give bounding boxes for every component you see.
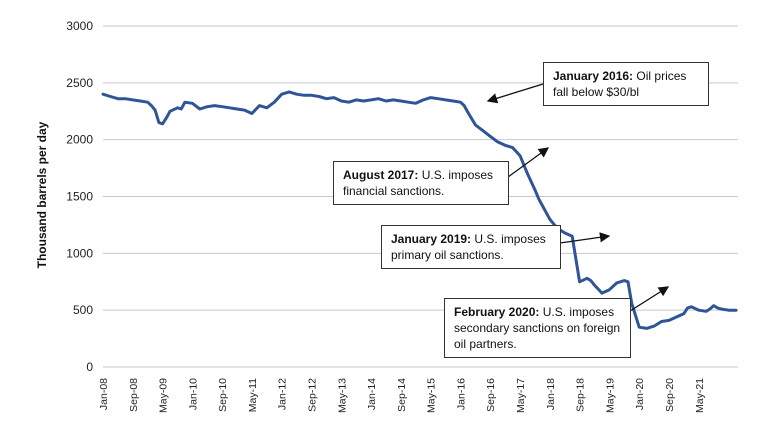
y-tick-label: 0 bbox=[86, 360, 93, 374]
annotation-arrow-jan2019 bbox=[559, 232, 611, 244]
y-tick-label: 2000 bbox=[66, 133, 93, 147]
x-tick-label: Jan-14 bbox=[366, 378, 378, 410]
annotation-aug2017: August 2017: U.S. imposes financial sanc… bbox=[333, 161, 509, 205]
x-tick-label: Sep-08 bbox=[128, 378, 140, 412]
annotation-jan2016-bold: January 2016: bbox=[553, 69, 634, 83]
x-tick-label: Sep-20 bbox=[664, 378, 676, 412]
annotation-aug2017-bold: August 2017: bbox=[343, 168, 419, 182]
annotation-jan2016: January 2016: Oil prices fall below $30/… bbox=[543, 62, 709, 106]
annotation-arrow-jan2016 bbox=[486, 83, 544, 104]
y-tick-label: 2500 bbox=[66, 76, 93, 90]
annotation-jan2019-text: U.S. imposes primary oil sanctions. bbox=[391, 232, 546, 262]
x-tick-label: Jan-08 bbox=[98, 378, 110, 410]
y-axis: 0 500 1000 1500 2000 2500 3000 bbox=[66, 19, 93, 374]
x-tick-label: May-09 bbox=[158, 378, 170, 413]
x-tick-label: May-15 bbox=[426, 378, 438, 413]
x-tick-label: Jan-10 bbox=[187, 378, 199, 410]
x-tick-label: Sep-12 bbox=[307, 378, 319, 412]
annotation-feb2020-bold: February 2020: bbox=[454, 305, 540, 319]
x-tick-label: Jan-12 bbox=[277, 378, 289, 410]
x-tick-label: May-13 bbox=[336, 378, 348, 413]
annotation-jan2019-bold: January 2019: bbox=[391, 232, 472, 246]
x-tick-label: Sep-18 bbox=[575, 378, 587, 412]
annotation-aug2017-text: U.S. imposes financial sanctions. bbox=[343, 168, 494, 198]
x-tick-label: May-19 bbox=[604, 378, 616, 413]
annotation-arrow-feb2020 bbox=[629, 286, 670, 312]
annotation-arrows bbox=[486, 83, 670, 312]
series-layer bbox=[101, 90, 738, 330]
x-tick-label: Sep-16 bbox=[485, 378, 497, 412]
y-tick-label: 500 bbox=[73, 303, 93, 317]
annotation-arrow-aug2017 bbox=[507, 147, 550, 178]
x-tick-label: May-21 bbox=[694, 378, 706, 413]
annotation-jan2016-text: Oil prices fall below $30/bl bbox=[553, 69, 687, 99]
x-tick-label: Sep-10 bbox=[217, 378, 229, 412]
x-tick-label: Jan-16 bbox=[455, 378, 467, 410]
y-tick-label: 1000 bbox=[66, 246, 93, 260]
series-line bbox=[101, 90, 738, 330]
x-tick-label: Jan-20 bbox=[634, 378, 646, 410]
x-axis: Jan-08 Sep-08 May-09 Jan-10 Sep-10 May-11 Jan-… bbox=[98, 378, 706, 413]
x-tick-label: Sep-14 bbox=[396, 378, 408, 412]
y-tick-label: 3000 bbox=[66, 19, 93, 33]
annotation-feb2020-text: U.S. imposes secondary sanctions on fore… bbox=[454, 305, 621, 351]
x-tick-label: Jan-18 bbox=[545, 378, 557, 410]
y-axis-label: Thousand barrels per day bbox=[35, 121, 49, 268]
annotation-jan2019: January 2019: U.S. imposes primary oil s… bbox=[381, 225, 561, 269]
x-tick-label: May-11 bbox=[247, 378, 259, 412]
y-tick-label: 1500 bbox=[66, 190, 93, 204]
annotation-feb2020: February 2020: U.S. imposes secondary sa… bbox=[444, 298, 631, 358]
x-tick-label: May-17 bbox=[515, 378, 527, 413]
